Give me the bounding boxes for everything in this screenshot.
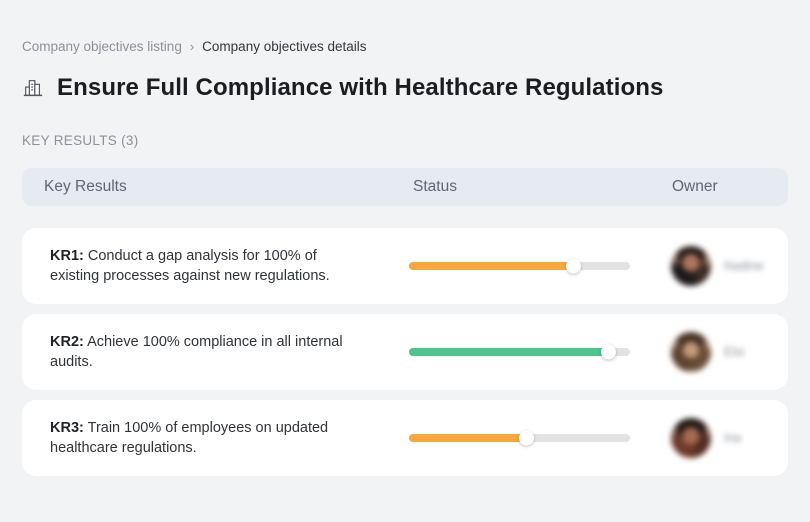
- key-result-text: KR2: Achieve 100% compliance in all inte…: [22, 332, 390, 372]
- table-row[interactable]: KR3: Train 100% of employees on updated …: [22, 400, 788, 476]
- key-result-text: KR3: Train 100% of employees on updated …: [22, 418, 390, 458]
- breadcrumb: Company objectives listing › Company obj…: [22, 0, 788, 54]
- key-result-label: KR2:: [50, 334, 84, 350]
- chevron-right-icon: ›: [189, 39, 195, 54]
- owner-name: Elsi: [724, 345, 745, 359]
- key-results-list: KR1: Conduct a gap analysis for 100% of …: [22, 228, 788, 476]
- column-header-status: Status: [413, 178, 457, 195]
- key-result-label: KR3:: [50, 420, 84, 436]
- owner-cell: Ina: [640, 418, 788, 458]
- owner-cell: Elsi: [640, 332, 788, 372]
- buildings-icon: [22, 77, 44, 99]
- progress-slider[interactable]: [409, 430, 630, 446]
- key-result-label: KR1:: [50, 248, 84, 264]
- column-header-owner: Owner: [672, 178, 718, 195]
- table-row[interactable]: KR2: Achieve 100% compliance in all inte…: [22, 314, 788, 390]
- avatar: [671, 332, 711, 372]
- page-title: Ensure Full Compliance with Healthcare R…: [57, 74, 664, 101]
- owner-name: Ina: [724, 431, 742, 445]
- avatar: [671, 246, 711, 286]
- key-result-description: Achieve 100% compliance in all internal …: [50, 334, 343, 370]
- slider-thumb[interactable]: [519, 430, 535, 446]
- slider-thumb[interactable]: [600, 344, 616, 360]
- progress-fill: [409, 262, 573, 270]
- key-results-section-label: KEY RESULTS (3): [22, 133, 139, 148]
- table-header: Key Results Status Owner: [22, 168, 788, 206]
- avatar: [671, 418, 711, 458]
- owner-name: Nadine: [724, 259, 764, 273]
- key-result-description: Train 100% of employees on updated healt…: [50, 420, 329, 456]
- status-cell: [390, 430, 640, 446]
- progress-slider[interactable]: [409, 258, 630, 274]
- key-result-description: Conduct a gap analysis for 100% of exist…: [50, 248, 330, 284]
- status-cell: [390, 344, 640, 360]
- column-header-key-results: Key Results: [44, 178, 127, 195]
- breadcrumb-current: Company objectives details: [202, 39, 367, 54]
- progress-fill: [409, 434, 527, 442]
- status-cell: [390, 258, 640, 274]
- breadcrumb-parent-link[interactable]: Company objectives listing: [22, 39, 182, 54]
- slider-thumb[interactable]: [565, 258, 581, 274]
- progress-fill: [409, 348, 608, 356]
- table-row[interactable]: KR1: Conduct a gap analysis for 100% of …: [22, 228, 788, 304]
- owner-cell: Nadine: [640, 246, 788, 286]
- progress-slider[interactable]: [409, 344, 630, 360]
- title-row: Ensure Full Compliance with Healthcare R…: [22, 74, 788, 102]
- key-result-text: KR1: Conduct a gap analysis for 100% of …: [22, 246, 390, 286]
